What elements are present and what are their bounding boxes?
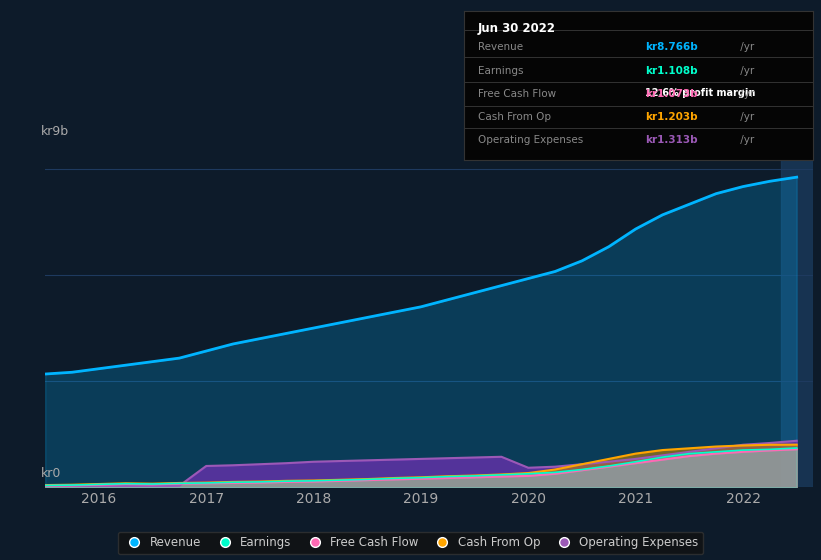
Text: 12.6% profit margin: 12.6% profit margin [645,88,755,98]
Text: kr0: kr0 [41,468,62,480]
Text: kr8.766b: kr8.766b [645,42,698,52]
Text: Revenue: Revenue [478,42,523,52]
Text: /yr: /yr [737,66,754,76]
Bar [781,151,813,487]
Text: /yr: /yr [737,136,754,145]
Text: kr1.108b: kr1.108b [645,66,698,76]
Text: kr9b: kr9b [41,125,70,138]
Text: /yr: /yr [737,42,754,52]
Text: Jun 30 2022: Jun 30 2022 [478,22,556,35]
Text: Cash From Op: Cash From Op [478,111,551,122]
Text: /yr: /yr [737,111,754,122]
Text: kr1.313b: kr1.313b [645,136,698,145]
Legend: Revenue, Earnings, Free Cash Flow, Cash From Op, Operating Expenses: Revenue, Earnings, Free Cash Flow, Cash … [118,531,703,554]
Text: kr1.073b: kr1.073b [645,89,698,99]
Text: Free Cash Flow: Free Cash Flow [478,89,556,99]
Text: /yr: /yr [737,89,754,99]
Text: Operating Expenses: Operating Expenses [478,136,583,145]
Text: kr1.203b: kr1.203b [645,111,698,122]
Text: Earnings: Earnings [478,66,523,76]
